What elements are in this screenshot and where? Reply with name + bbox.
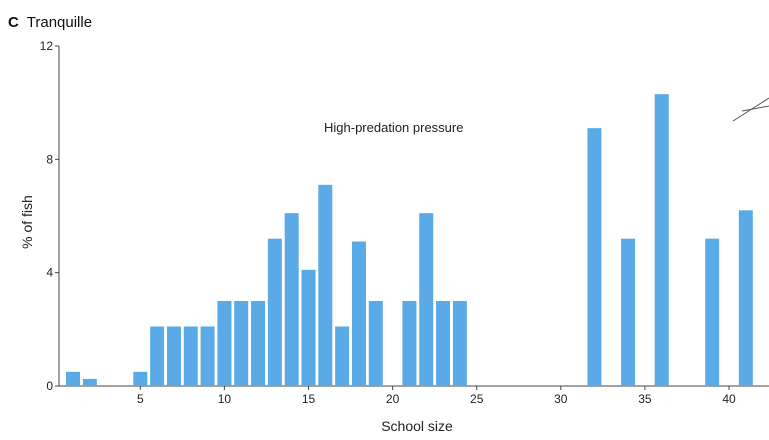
bar	[150, 326, 165, 386]
x-tick-label: 30	[554, 392, 568, 406]
bar	[587, 128, 602, 386]
bar	[133, 371, 148, 386]
bar	[368, 301, 383, 386]
bar	[301, 269, 316, 386]
bars	[66, 94, 753, 387]
bar	[318, 184, 333, 386]
panel-letter: C	[8, 14, 19, 31]
bar	[654, 94, 669, 387]
bar	[183, 326, 198, 386]
bar	[251, 301, 266, 386]
x-tick-label: 5	[137, 392, 144, 406]
y-tick-label: 8	[46, 152, 53, 166]
y-ticks: 0 4 8 12	[40, 39, 59, 393]
bar	[335, 326, 350, 386]
y-tick-label: 0	[46, 379, 53, 393]
bar	[166, 326, 181, 386]
bar	[82, 378, 97, 386]
title-label: Tranquille	[27, 14, 92, 31]
bar	[66, 371, 81, 386]
annotation-pointer-2	[741, 105, 769, 112]
annotation-text: High-predation pressure	[324, 120, 463, 135]
bar	[284, 213, 299, 386]
bar	[200, 326, 215, 386]
y-axis-label: % of fish	[19, 195, 35, 249]
bar	[267, 238, 282, 386]
x-tick-label: 40	[722, 392, 736, 406]
bar	[217, 301, 232, 386]
x-tick-label: 35	[638, 392, 652, 406]
bar	[402, 301, 417, 386]
bar	[705, 238, 720, 386]
chart-title: C Tranquille	[8, 14, 92, 31]
bar	[436, 301, 451, 386]
bar	[738, 210, 753, 386]
y-tick-label: 4	[46, 266, 53, 280]
bar	[234, 301, 249, 386]
x-tick-label: 25	[470, 392, 484, 406]
x-ticks: 5 10 15 20 25 30 35 40	[137, 386, 736, 406]
bar	[452, 301, 467, 386]
bar	[351, 241, 366, 386]
x-tick-label: 10	[218, 392, 232, 406]
bar	[419, 213, 434, 386]
x-tick-label: 15	[302, 392, 316, 406]
x-tick-label: 20	[386, 392, 400, 406]
y-tick-label: 12	[40, 39, 54, 53]
bar	[621, 238, 636, 386]
x-axis-label: School size	[381, 418, 453, 434]
